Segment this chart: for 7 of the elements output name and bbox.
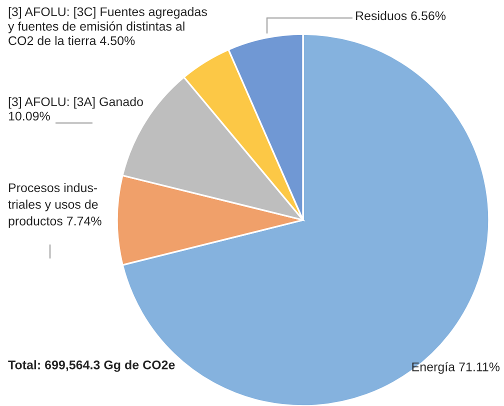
slice-label: Procesos indus- triales y usos de productos 7.74%: [8, 183, 102, 228]
slice-label: Residuos 6.56%: [356, 11, 446, 20]
data-label: 10.09%: [8, 112, 50, 121]
slice-label: [3] AFOLU: [3A] Ganado: [8, 97, 143, 109]
text: Total: 699,564.3 Gg de CO2e: [8, 360, 175, 372]
slice-label: Energía 71.11%: [412, 362, 500, 374]
slice-label: [3] AFOLU: [3C] Fuentes agregadas y fuentes de emisión distintas al CO2 de la tierra 4.50%: [8, 7, 207, 46]
